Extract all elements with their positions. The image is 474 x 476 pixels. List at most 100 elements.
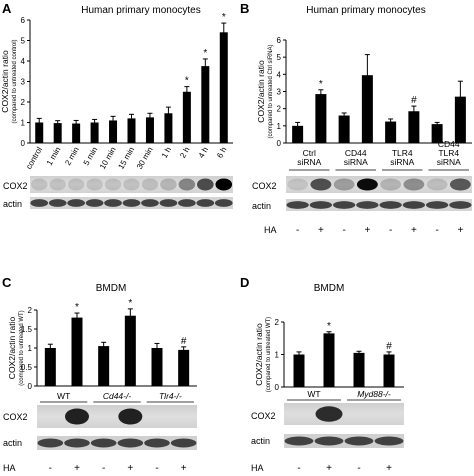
actin-band (196, 199, 215, 207)
blot-b: CtrlsiRNACD44siRNATLR4siRNACD44TLR4siRNA… (252, 139, 472, 236)
significance-mark: * (319, 79, 323, 90)
cox2-band (380, 178, 402, 191)
ha-sign: - (155, 463, 158, 474)
group-label: siRNA (390, 157, 414, 167)
blot-label-actin: actin (251, 436, 270, 446)
x-tick-label: 5 min (82, 146, 100, 167)
panel-a: A Human primary monocytes 0 1 2 3 4 5 6 COX2/ac… (0, 1, 233, 209)
panel-d: D BMDM 0 1 2 COX2/actin ratio (compared to u… (240, 275, 404, 474)
bar (353, 352, 365, 387)
panel-c: C BMDM 0 0.5 1 1.5 2 COX2/actin ratio (compare… (2, 275, 197, 474)
y-tick-label: 1.5 (21, 325, 33, 334)
actin-band (67, 199, 85, 207)
cox2-band (118, 408, 143, 425)
cox2-blot (284, 403, 404, 425)
y-tick-label: 0 (277, 139, 282, 148)
bar (385, 121, 397, 143)
bar (53, 123, 62, 143)
bar (90, 122, 99, 143)
ha-row-d: - + - + (297, 463, 392, 474)
panel-title: Human primary monocytes (81, 5, 200, 16)
y-tick-label: 3 (277, 88, 282, 97)
cox2-band (356, 178, 378, 191)
ha-sign: + (386, 463, 392, 474)
y-tick-label: 2 (28, 306, 33, 315)
significance-mark: * (75, 302, 79, 313)
x-tick-label: 2 min (63, 146, 81, 167)
actin-band (159, 199, 178, 207)
cox2-band (67, 178, 85, 191)
cox2-band (104, 178, 122, 191)
cox2-band (287, 178, 309, 191)
y-tick-label: 0.5 (21, 363, 33, 372)
ha-row-b: - + - + - + - + (296, 225, 464, 236)
y-axis-sublabel: (compared to untreated WT) (19, 310, 25, 385)
actin-blot (284, 434, 404, 448)
y-tick-label: 2 (275, 318, 280, 327)
actin-band (344, 436, 374, 446)
y-axis-label: COX2/actin ratio (254, 323, 264, 386)
y-tick-label: 1 (21, 119, 26, 128)
bar (383, 354, 395, 387)
panel-letter: C (2, 275, 12, 290)
significance-mark: * (185, 76, 189, 87)
blot-label-cox2: COX2 (3, 181, 28, 191)
cox2-band (160, 178, 177, 191)
ha-row-c: - + - + - + (49, 463, 187, 474)
ha-sign: - (49, 463, 52, 474)
x-tick-label: 1 h (160, 146, 173, 160)
ha-sign: + (318, 225, 324, 236)
y-axis-label: COX2/actin ratio (256, 60, 266, 123)
cox2-band (310, 178, 332, 191)
actin-band (48, 199, 67, 207)
cox2-band (141, 178, 159, 191)
bar (145, 117, 154, 143)
ha-label: HA (251, 463, 264, 473)
cox2-blot (30, 176, 233, 193)
actin-band (379, 201, 402, 209)
actin-blot (286, 199, 472, 211)
bar (71, 317, 83, 386)
ha-sign: + (181, 463, 187, 474)
ha-sign: - (297, 463, 300, 474)
bar (35, 122, 44, 143)
significance-mark: # (386, 341, 392, 352)
actin-band (286, 201, 309, 209)
y-axis-label: COX2/actin ratio (0, 50, 10, 113)
chart-c: 0 0.5 1 1.5 2 COX2/actin ratio (compared to un… (7, 298, 197, 391)
group-label: siRNA (344, 157, 368, 167)
group-label: CD44 (345, 148, 367, 158)
y-tick-label: 1 (277, 122, 282, 131)
ha-sign: + (326, 463, 332, 474)
cox2-band (49, 178, 66, 191)
group-label: Myd88-/- (357, 389, 391, 399)
ha-sign: - (435, 225, 438, 236)
bar (124, 315, 136, 386)
actin-band (104, 199, 122, 207)
group-label: CD44 (438, 139, 460, 149)
cox2-band (65, 408, 89, 425)
significance-mark: * (327, 321, 331, 332)
actin-band (122, 199, 141, 207)
bar (431, 124, 443, 143)
chart-a: 0 1 2 3 4 5 6 COX2/actin ratio (compared to untr… (0, 12, 233, 171)
x-tick-label: 2 h (178, 146, 191, 160)
x-tick-label: 30 min (135, 146, 155, 171)
y-tick-label: 4 (277, 70, 282, 79)
bar (323, 333, 335, 387)
panel-letter: D (240, 275, 249, 290)
x-tick-label: control (24, 145, 44, 170)
blot-label-actin: actin (252, 201, 271, 211)
x-tick-label: 10 min (98, 146, 118, 171)
blot-c: WT Cd44-/- Tlr4-/- COX2 actin HA - + - + - + (3, 391, 197, 474)
actin-band (64, 438, 90, 448)
ha-sign: - (357, 463, 360, 474)
ha-sign: + (364, 225, 370, 236)
y-tick-label: 0 (28, 382, 33, 391)
significance-mark: * (203, 48, 207, 59)
bar (292, 125, 304, 143)
actin-band (332, 201, 356, 209)
actin-band (449, 201, 472, 209)
cox2-band (215, 178, 233, 191)
